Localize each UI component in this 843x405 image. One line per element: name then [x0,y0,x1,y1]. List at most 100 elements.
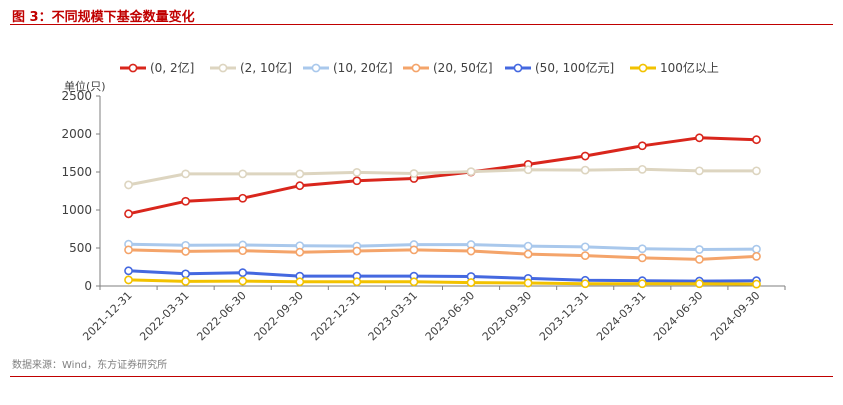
data-point [637,279,647,289]
y-tick-label: 2000 [61,127,92,141]
legend-swatch-marker [218,63,228,73]
data-point [466,167,476,177]
data-point [694,245,704,254]
data-point [124,245,133,255]
series-line [128,242,757,251]
y-tick-label: 2500 [61,89,92,103]
x-tick-label: 2024-09-30 [708,289,762,343]
legend-label: (2, 10亿] [240,60,292,75]
legend-label: (20, 50亿] [433,60,493,75]
series-3 [124,239,761,254]
x-tick-label: 2023-09-30 [480,289,534,343]
data-point [181,169,191,179]
data-point [295,247,305,257]
data-point [694,133,704,143]
legend-label: 100亿以上 [660,60,719,75]
data-point [580,165,590,175]
x-axis: 2021-12-31 2022-03-31 2022-06-30 2022-09-30… [80,285,786,343]
figure-title: 图 3：不同规模下基金数量变化 [12,10,195,25]
data-point [124,266,133,276]
data-point [466,246,476,256]
y-tick-label: 0 [84,279,92,293]
data-point [238,276,248,286]
x-tick-label: 2022-06-30 [194,289,248,343]
data-point [181,277,191,286]
series-6 [124,275,761,289]
y-tick-label: 1000 [61,203,92,217]
data-point [752,166,761,176]
legend-label: (10, 20亿] [333,60,393,75]
series-line [128,248,757,261]
data-point [238,169,248,179]
series-line [128,269,757,283]
legend-item: (10, 20亿] [303,60,393,75]
bottom-rule [10,376,833,377]
data-point [752,279,761,289]
data-point [580,251,590,260]
x-tick-label: 2023-12-31 [537,289,591,343]
data-point [637,141,647,151]
data-point [295,181,305,191]
x-tick-label: 2022-12-31 [309,289,363,343]
series-1 [124,133,761,219]
data-point [523,249,533,259]
data-point [523,165,533,175]
x-tick-label: 2022-03-31 [137,289,191,343]
data-point [295,169,305,179]
data-point [238,193,248,203]
data-point [352,277,362,287]
data-point [181,269,191,279]
source-note: 数据来源：Wind，东方证券研究所 [12,360,168,371]
y-tick-label: 1500 [61,165,92,179]
x-tick-label: 2024-03-31 [594,289,648,343]
data-point [694,279,704,289]
data-point [409,169,419,178]
x-tick-label: 2024-06-30 [651,289,705,343]
legend-swatch-marker [411,63,421,73]
series-line [128,167,757,187]
data-point [124,209,133,219]
legend-swatch-marker [638,63,648,73]
data-point [352,246,362,256]
legend-swatch-marker [311,63,321,73]
legend-item: (50, 100亿元] [505,60,614,75]
legend-label: (50, 100亿元] [535,60,614,75]
series-5 [124,266,761,286]
data-point [181,196,191,206]
legend-swatch-marker [128,63,138,73]
series-line [128,278,757,286]
legend-item: 100亿以上 [630,60,719,75]
data-point [523,278,533,288]
data-point [523,241,533,251]
legend-item: (2, 10亿] [210,60,292,75]
data-point [124,180,133,190]
series-2 [124,164,761,190]
x-tick-label: 2022-09-30 [252,289,306,343]
legend-swatch-marker [513,63,523,73]
data-point [409,277,419,287]
data-point [181,247,191,256]
data-point [352,167,362,177]
data-point [238,246,248,256]
data-point [124,275,133,285]
series-group [124,133,761,289]
x-tick-label: 2021-12-31 [80,289,134,343]
data-point [580,279,590,289]
top-rule [10,24,833,25]
data-point [637,244,647,254]
legend-item: (20, 50亿] [403,60,493,75]
data-point [580,151,590,161]
y-axis: 0 500 1000 1500 2000 2500 [61,89,101,293]
legend-item: (0, 2亿] [120,60,194,75]
data-point [580,242,590,252]
data-point [295,277,305,287]
legend: (0, 2亿] (2, 10亿] (10, 20亿] (20, 50亿] (50, 10… [120,60,719,75]
data-point [637,164,647,174]
data-point [352,176,362,186]
series-4 [124,245,761,264]
x-tick-label: 2023-03-31 [366,289,420,343]
data-point [694,166,704,176]
y-tick-label: 500 [69,241,92,255]
data-point [752,244,761,254]
